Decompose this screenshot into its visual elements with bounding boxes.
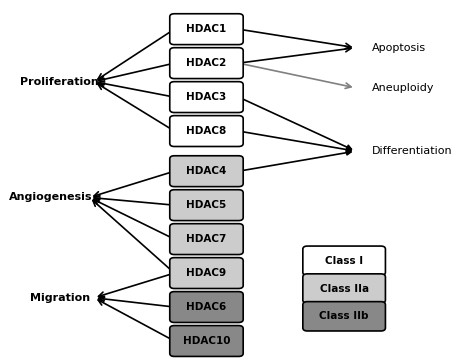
FancyBboxPatch shape [170, 116, 243, 146]
FancyBboxPatch shape [170, 190, 243, 221]
Text: HDAC10: HDAC10 [182, 336, 230, 346]
Text: HDAC2: HDAC2 [186, 58, 227, 68]
FancyBboxPatch shape [170, 258, 243, 289]
Text: HDAC3: HDAC3 [186, 92, 227, 102]
FancyBboxPatch shape [303, 274, 385, 303]
FancyBboxPatch shape [170, 82, 243, 112]
Text: Proliferation: Proliferation [20, 77, 99, 87]
FancyBboxPatch shape [170, 14, 243, 45]
FancyBboxPatch shape [303, 302, 385, 331]
Text: Differentiation: Differentiation [372, 146, 452, 156]
Text: HDAC5: HDAC5 [186, 200, 227, 210]
Text: HDAC6: HDAC6 [186, 302, 227, 312]
Text: Aneuploidy: Aneuploidy [372, 83, 434, 93]
Text: HDAC4: HDAC4 [186, 166, 227, 176]
Text: HDAC1: HDAC1 [186, 24, 227, 34]
FancyBboxPatch shape [170, 325, 243, 356]
Text: HDAC8: HDAC8 [186, 126, 227, 136]
FancyBboxPatch shape [170, 224, 243, 254]
Text: Class IIb: Class IIb [319, 311, 369, 321]
Text: Migration: Migration [29, 293, 90, 303]
Text: Apoptosis: Apoptosis [372, 43, 426, 53]
FancyBboxPatch shape [170, 292, 243, 323]
FancyBboxPatch shape [170, 48, 243, 79]
Text: HDAC9: HDAC9 [186, 268, 227, 278]
Text: Class I: Class I [325, 256, 363, 266]
Text: HDAC7: HDAC7 [186, 234, 227, 244]
Text: Class IIa: Class IIa [319, 284, 369, 293]
Text: Angiogenesis: Angiogenesis [9, 193, 92, 202]
FancyBboxPatch shape [170, 156, 243, 187]
FancyBboxPatch shape [303, 246, 385, 276]
